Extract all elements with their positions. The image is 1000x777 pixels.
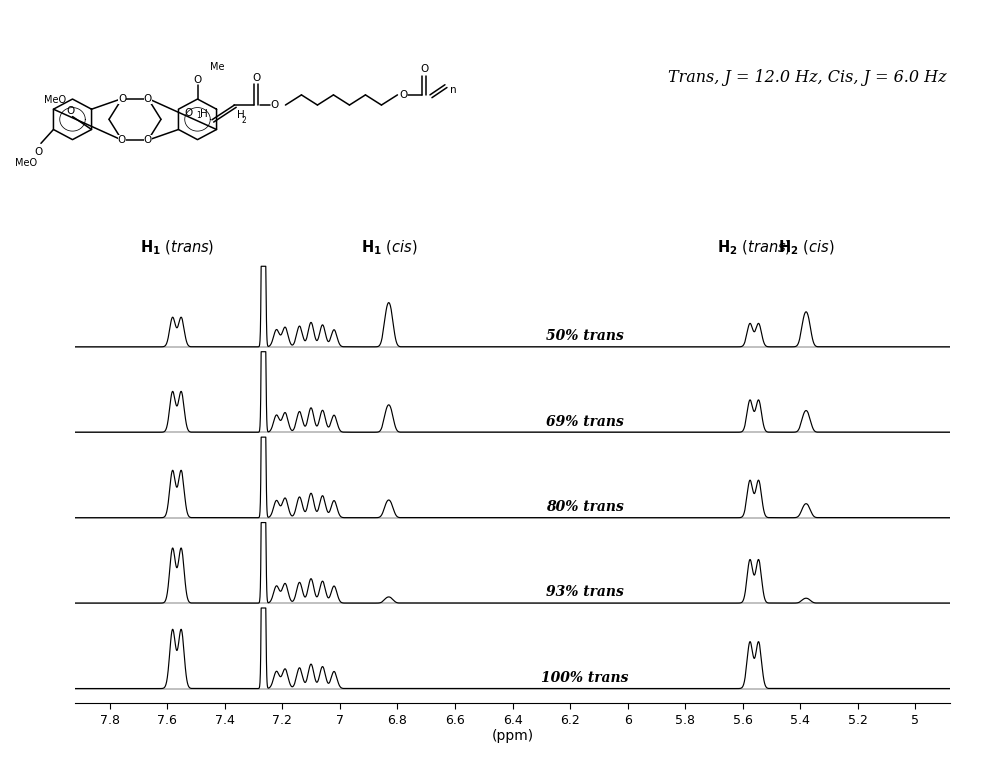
- Text: Me: Me: [210, 61, 224, 71]
- Text: O: O: [184, 108, 193, 118]
- Text: $\mathbf{H_{1}}$ $\mathit{(trans)}$: $\mathbf{H_{1}}$ $\mathit{(trans)}$: [140, 238, 214, 256]
- Text: O: O: [34, 147, 43, 157]
- Text: n: n: [450, 85, 457, 96]
- Text: 50% trans: 50% trans: [546, 329, 623, 343]
- X-axis label: (ppm): (ppm): [491, 730, 534, 744]
- Text: MeO: MeO: [15, 158, 37, 168]
- Text: Trans, J = 12.0 Hz, Cis, J = 6.0 Hz: Trans, J = 12.0 Hz, Cis, J = 6.0 Hz: [668, 69, 946, 86]
- Text: O: O: [399, 90, 408, 100]
- Text: $\mathbf{H_{2}}$ $\mathit{(cis)}$: $\mathbf{H_{2}}$ $\mathit{(cis)}$: [778, 238, 834, 256]
- Text: 100% trans: 100% trans: [541, 671, 628, 685]
- Text: 2: 2: [241, 116, 246, 125]
- Text: O: O: [66, 106, 74, 116]
- Text: O: O: [193, 75, 202, 85]
- Text: $\mathbf{H_{1}}$ $\mathit{(cis)}$: $\mathbf{H_{1}}$ $\mathit{(cis)}$: [361, 238, 417, 256]
- Text: O: O: [420, 64, 429, 74]
- Text: H: H: [237, 110, 245, 120]
- Text: 80% trans: 80% trans: [546, 500, 623, 514]
- Text: O: O: [252, 73, 261, 83]
- Text: H: H: [200, 110, 208, 119]
- Text: O: O: [270, 100, 279, 110]
- Text: O: O: [144, 93, 152, 103]
- Text: O: O: [118, 93, 126, 103]
- Text: 1: 1: [196, 110, 201, 120]
- Text: $\mathbf{H_{2}}$ $\mathit{(trans)}$: $\mathbf{H_{2}}$ $\mathit{(trans)}$: [717, 238, 791, 256]
- Text: O: O: [118, 135, 126, 145]
- Text: MeO: MeO: [44, 96, 66, 106]
- Text: 93% trans: 93% trans: [546, 585, 623, 599]
- Text: O: O: [144, 135, 152, 145]
- Text: 69% trans: 69% trans: [546, 415, 623, 429]
